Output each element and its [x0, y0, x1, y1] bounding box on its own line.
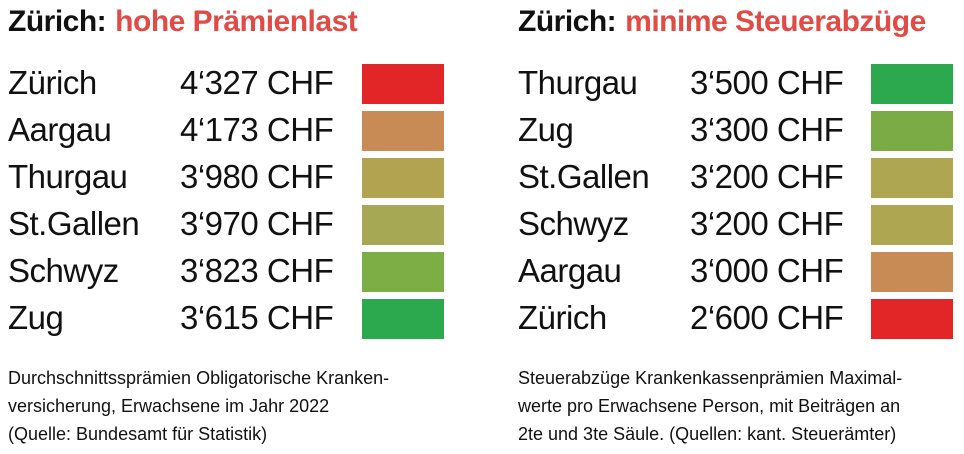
color-swatch: [362, 252, 444, 292]
canton-name-text: Aargau: [8, 111, 112, 148]
canton-name: Zug: [518, 111, 574, 149]
amount-text: 3‘823 CHF: [180, 252, 334, 289]
panel-title: Zürich: minime Steuerabzüge: [518, 5, 926, 39]
canton-name: Thurgau: [518, 64, 638, 102]
amount-text: 4‘327 CHF: [180, 64, 334, 101]
amount: 3‘500 CHF: [690, 64, 844, 102]
amount-text: 3‘980 CHF: [180, 158, 334, 195]
color-swatch: [871, 158, 953, 198]
canton-name-text: Zürich: [518, 299, 607, 336]
title-highlight: hohe Prämienlast: [115, 5, 358, 38]
color-swatch: [871, 299, 953, 339]
color-swatch: [362, 299, 444, 339]
color-swatch: [362, 64, 444, 104]
amount: 3‘823 CHF: [180, 252, 334, 290]
panel-title: Zürich: hohe Prämienlast: [8, 5, 358, 39]
canton-name-text: Aargau: [518, 252, 622, 289]
canton-name: Zürich: [8, 64, 97, 102]
footnote-text: Durchschnittssprämien Obligatorische Kra…: [8, 368, 390, 388]
amount: 3‘300 CHF: [690, 111, 844, 149]
footnote-text: werte pro Erwachsene Person, mit Beiträg…: [518, 396, 901, 416]
amount: 3‘200 CHF: [690, 158, 844, 196]
amount-text: 3‘000 CHF: [690, 252, 844, 289]
canton-name: Thurgau: [8, 158, 128, 196]
color-swatch: [362, 111, 444, 151]
footnote-line: 2te und 3te Säule. (Quellen: kant. Steue…: [518, 424, 896, 445]
amount: 2‘600 CHF: [690, 299, 844, 337]
canton-name: Zug: [8, 299, 64, 337]
canton-name-text: Thurgau: [518, 64, 638, 101]
color-swatch: [871, 252, 953, 292]
footnote-line: Durchschnittssprämien Obligatorische Kra…: [8, 368, 389, 389]
canton-name-text: Schwyz: [8, 252, 119, 289]
canton-name: Schwyz: [518, 205, 629, 243]
color-swatch: [871, 111, 953, 151]
color-swatch: [871, 64, 953, 104]
footnote-text: Steuerabzüge Krankenkassenprämien Maxima…: [518, 368, 903, 388]
footnote-line: versicherung, Erwachsene im Jahr 2022: [8, 396, 329, 417]
canton-name: Zürich: [518, 299, 607, 337]
amount: 3‘200 CHF: [690, 205, 844, 243]
amount-text: 3‘300 CHF: [690, 111, 844, 148]
canton-name: Schwyz: [8, 252, 119, 290]
amount: 3‘980 CHF: [180, 158, 334, 196]
canton-name-text: Thurgau: [8, 158, 128, 195]
canton-name-text: Zug: [518, 111, 574, 148]
footnote-line: werte pro Erwachsene Person, mit Beiträg…: [518, 396, 900, 417]
canton-name: St.Gallen: [8, 205, 140, 243]
footnote-text: (Quelle: Bundesamt für Statistik): [8, 424, 268, 444]
amount-text: 3‘970 CHF: [180, 205, 334, 242]
canton-name-text: St.Gallen: [518, 158, 650, 195]
amount-text: 3‘615 CHF: [180, 299, 334, 336]
canton-name: Aargau: [518, 252, 622, 290]
amount: 3‘970 CHF: [180, 205, 334, 243]
color-swatch: [871, 205, 953, 245]
amount-text: 4‘173 CHF: [180, 111, 334, 148]
amount: 3‘000 CHF: [690, 252, 844, 290]
canton-name: St.Gallen: [518, 158, 650, 196]
title-highlight: minime Steuerabzüge: [625, 5, 926, 38]
color-swatch: [362, 205, 444, 245]
amount-text: 3‘500 CHF: [690, 64, 844, 101]
canton-name-text: Schwyz: [518, 205, 629, 242]
title-prefix: Zürich:: [8, 5, 107, 38]
amount-text: 3‘200 CHF: [690, 205, 844, 242]
footnote-text: 2te und 3te Säule. (Quellen: kant. Steue…: [518, 424, 897, 444]
amount-text: 3‘200 CHF: [690, 158, 844, 195]
amount: 4‘173 CHF: [180, 111, 334, 149]
color-swatch: [362, 158, 444, 198]
footnote-line: (Quelle: Bundesamt für Statistik): [8, 424, 267, 445]
amount: 4‘327 CHF: [180, 64, 334, 102]
canton-name-text: Zug: [8, 299, 64, 336]
footnote-text: versicherung, Erwachsene im Jahr 2022: [8, 396, 330, 416]
amount-text: 2‘600 CHF: [690, 299, 844, 336]
footnote-line: Steuerabzüge Krankenkassenprämien Maxima…: [518, 368, 902, 389]
canton-name: Aargau: [8, 111, 112, 149]
canton-name-text: Zürich: [8, 64, 97, 101]
title-prefix: Zürich:: [518, 5, 617, 38]
canton-name-text: St.Gallen: [8, 205, 140, 242]
amount: 3‘615 CHF: [180, 299, 334, 337]
